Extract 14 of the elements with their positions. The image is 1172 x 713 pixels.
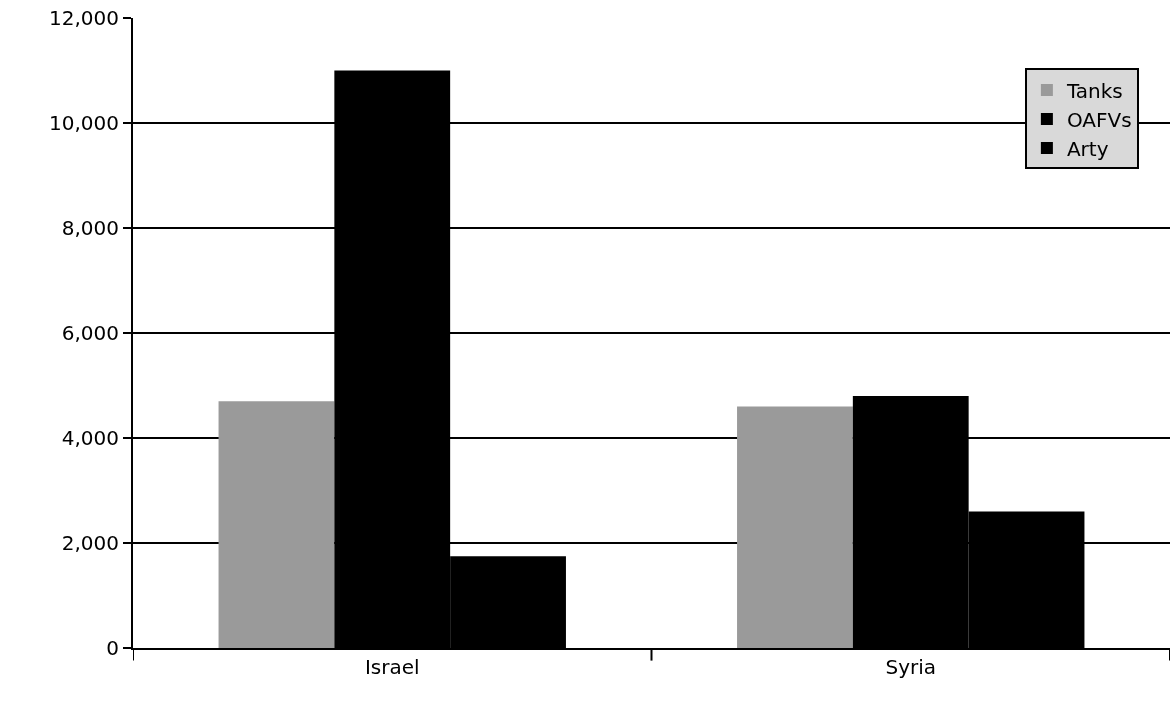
y-tick-label: 4,000 (61, 426, 119, 450)
x-tick-label: Syria (885, 655, 937, 679)
bar (218, 401, 335, 648)
y-tick-label: 0 (106, 636, 119, 660)
y-tick-label: 2,000 (61, 531, 119, 555)
legend-label: Arty (1066, 136, 1109, 161)
y-tick-label: 8,000 (61, 216, 119, 240)
x-tick-label: Israel (364, 655, 420, 679)
y-tick-label: 12,000 (49, 6, 119, 30)
y-tick-label: 6,000 (61, 321, 119, 345)
legend-label: Tanks (1065, 78, 1123, 103)
y-tick-label: 10,000 (49, 111, 119, 135)
bar (737, 406, 853, 648)
legend-label: OAFVs (1066, 107, 1132, 132)
